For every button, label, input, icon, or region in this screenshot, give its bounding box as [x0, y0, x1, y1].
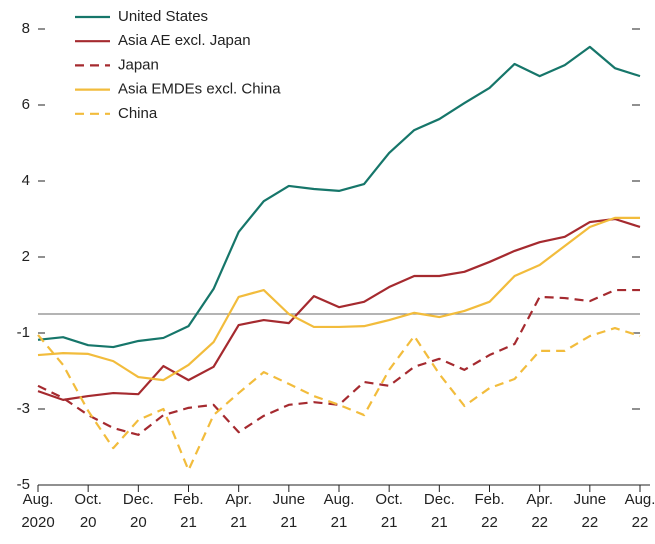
x-tick-label: Oct.: [375, 491, 403, 508]
series-line: [37, 326, 641, 472]
x-tick-label: June: [574, 491, 607, 508]
x-tick-label: Aug.: [625, 491, 655, 508]
x-tick-label: Apr.: [225, 491, 252, 508]
x-tick-label: 2020: [21, 514, 54, 531]
y-tick-label: 4: [22, 172, 30, 189]
x-tick-label: Aug.: [23, 491, 54, 508]
x-tick-label: Oct.: [74, 491, 102, 508]
x-tick-label: 22: [581, 514, 598, 531]
y-tick-label: 8: [22, 20, 30, 37]
x-tick-label: 22: [531, 514, 548, 531]
x-tick-label: Dec.: [424, 491, 455, 508]
legend-label: United States: [118, 8, 208, 25]
x-tick-label: 21: [180, 514, 197, 531]
y-tick-label: 6: [22, 96, 30, 113]
series-line: [37, 288, 640, 436]
x-tick-label: Apr.: [526, 491, 553, 508]
x-tick-label: Dec.: [123, 491, 154, 508]
x-tick-label: 21: [230, 514, 247, 531]
x-tick-label: 21: [280, 514, 297, 531]
legend-label: China: [118, 105, 158, 122]
legend-label: Asia AE excl. Japan: [118, 32, 251, 49]
x-tick-label: 22: [481, 514, 498, 531]
x-tick-label: Feb.: [474, 491, 504, 508]
x-tick-label: Feb.: [173, 491, 203, 508]
y-tick-label: 2: [22, 248, 30, 265]
y-tick-label: -5: [17, 476, 30, 493]
x-tick-label: June: [273, 491, 306, 508]
x-tick-label: 20: [80, 514, 97, 531]
legend-label: Asia EMDEs excl. China: [118, 81, 281, 98]
x-tick-label: 20: [130, 514, 147, 531]
x-tick-label: 21: [331, 514, 348, 531]
x-tick-label: 21: [431, 514, 448, 531]
legend-label: Japan: [118, 56, 159, 73]
y-tick-label: -1: [17, 324, 30, 341]
x-tick-label: Aug.: [324, 491, 355, 508]
x-tick-label: 22: [632, 514, 649, 531]
series-line: [37, 216, 640, 382]
series-line: [37, 45, 641, 349]
x-tick-label: 21: [381, 514, 398, 531]
y-tick-label: -3: [17, 400, 30, 417]
series-line: [37, 217, 641, 401]
